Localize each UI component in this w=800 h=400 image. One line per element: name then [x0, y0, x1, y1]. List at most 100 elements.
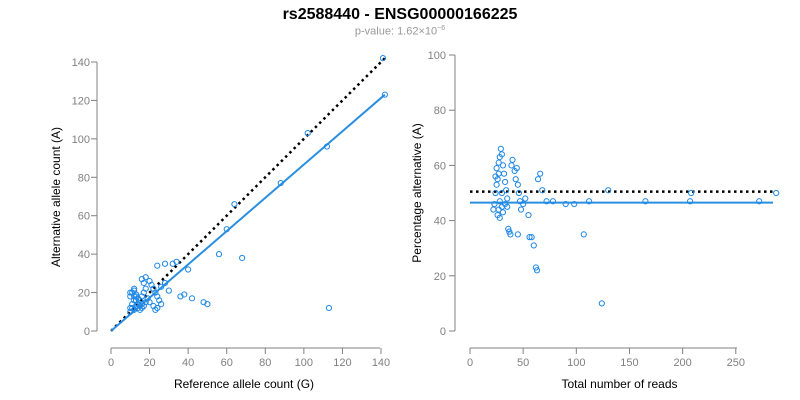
panel-2-y-tick-label: 40: [434, 216, 446, 228]
panel-2-data-point: [526, 234, 533, 241]
panel-1-data-point: [154, 262, 161, 269]
panel-2-data-point: [508, 162, 515, 169]
panel-2-data-point: [507, 231, 514, 238]
panel-1-y-tick-label: 120: [72, 95, 90, 107]
panel-1-y-tick-label: 20: [78, 288, 90, 300]
panel-2-data-point: [580, 231, 587, 238]
panel-2-data-point: [642, 198, 649, 205]
panel-1-data-point: [185, 266, 192, 273]
panel-1-data-point: [140, 302, 147, 310]
panel-1-x-tick-label: 0: [108, 357, 114, 369]
panel-2-data-point: [562, 200, 569, 208]
panel-2-data-point: [514, 181, 521, 188]
panel-1-data-point: [323, 143, 331, 150]
panel-2-y-axis-title: Percentage alternative (A): [410, 123, 424, 262]
panel-2-data-point: [534, 176, 542, 183]
panel-2-data-point: [686, 198, 694, 205]
panel-1-data-point: [127, 289, 134, 296]
panel-2-data-point: [525, 211, 532, 219]
chart-title: rs2588440 - ENSG00000166225: [282, 6, 518, 23]
panel-2-y-tick-label: 100: [428, 50, 446, 62]
panel-2-data-point: [497, 145, 504, 152]
panel-1-x-tick-label: 100: [295, 357, 313, 369]
panel-2-data-point: [517, 206, 525, 213]
panel-1-x-tick-label: 40: [182, 357, 194, 369]
panel-2-data-point: [528, 234, 535, 241]
panel-2-data-point: [530, 242, 537, 249]
panel-1-data-point: [381, 91, 388, 98]
panel-1-data-point: [138, 304, 145, 312]
panel-1-data-point: [304, 129, 311, 137]
panel-2-data-point: [533, 267, 541, 274]
panel-1-data-point: [142, 285, 149, 292]
panel-2-data-point: [522, 195, 529, 202]
panel-1-data-point: [325, 304, 333, 312]
panel-2-data-point: [598, 300, 605, 307]
panel-2-data-point: [688, 189, 695, 197]
panel-2-data-point: [773, 189, 780, 197]
panel-1-data-point: [161, 260, 169, 267]
panel-2-data-point: [500, 170, 508, 177]
panel-2-data-point: [496, 214, 503, 221]
panel-1-data-point: [142, 274, 149, 281]
panel-2-x-tick-label: 250: [727, 357, 745, 369]
panel-2-x-tick-label: 200: [673, 357, 691, 369]
panel-1-y-tick-label: 100: [72, 134, 90, 146]
panel-2-data-point: [539, 187, 546, 194]
chart-subtitle: p-value: 1.62×10−6: [0, 25, 800, 38]
panel-1-data-point: [173, 258, 180, 265]
panel-1-data-point: [131, 285, 138, 292]
p-value-text: p-value: 1.62×10: [354, 25, 438, 38]
panel-1-data-point: [239, 254, 246, 262]
panel-2-data-point: [491, 200, 498, 208]
panel-1-y-tick-label: 140: [72, 57, 90, 69]
panel-2-data-point: [537, 170, 544, 177]
panel-2-data-point: [504, 203, 511, 210]
panel-1-x-tick-label: 60: [221, 357, 233, 369]
panel-2-x-tick-label: 0: [467, 357, 473, 369]
panel-2-data-point: [514, 231, 521, 238]
panel-1-data-point: [132, 293, 140, 300]
panel-1-data-point: [204, 301, 211, 308]
panel-2-data-point: [515, 189, 523, 197]
panel-2-data-point: [585, 198, 593, 205]
panel-1-data-point: [136, 306, 144, 313]
panel-1-y-tick-label: 60: [78, 211, 90, 223]
panel-2-data-point: [506, 228, 513, 235]
panel-1-y-axis-title: Alternative allele count (A): [49, 127, 63, 267]
panel-1-y-tick-label: 0: [84, 326, 90, 338]
panel-2-x-tick-label: 50: [517, 357, 529, 369]
panel-1-data-point: [134, 304, 142, 312]
panel-2-data-point: [490, 206, 497, 213]
p-value-exponent: −6: [437, 25, 446, 32]
panel-1-x-tick-label: 20: [143, 357, 155, 369]
panel-2-data-point: [498, 189, 505, 197]
panel-2-data-point: [549, 198, 557, 205]
panel-1-fit-line: [110, 93, 386, 332]
panel-2-x-tick-label: 150: [620, 357, 638, 369]
panel-1-data-point: [215, 251, 223, 258]
panel-2-data-point: [495, 159, 502, 166]
panel-2-data-point: [512, 176, 519, 183]
panel-2-data-point: [499, 209, 507, 216]
panel-2-data-point: [571, 200, 578, 208]
panel-1-data-point: [379, 55, 387, 62]
panel-1-x-tick-label: 140: [372, 357, 390, 369]
panel-1-y-tick-label: 80: [78, 172, 90, 184]
panel-1-data-point: [188, 295, 196, 302]
panel-2-x-axis-title: Total number of reads: [561, 377, 677, 391]
panel-2-y-tick-label: 20: [434, 271, 446, 283]
panel-1-data-point: [181, 291, 188, 298]
panel-2-data-point: [494, 176, 501, 183]
panel-2-data-point: [509, 156, 516, 163]
panel-1-data-point: [136, 302, 144, 310]
panel-2-data-point: [520, 200, 527, 208]
panel-1-data-point: [158, 301, 165, 308]
panel-2-data-point: [501, 178, 509, 186]
panel-2-data-point: [543, 198, 550, 205]
panel-1-x-tick-label: 120: [333, 357, 351, 369]
panel-1-data-point: [277, 179, 284, 187]
panel-1-data-point: [231, 201, 238, 208]
panel-2-data-point: [492, 189, 499, 197]
